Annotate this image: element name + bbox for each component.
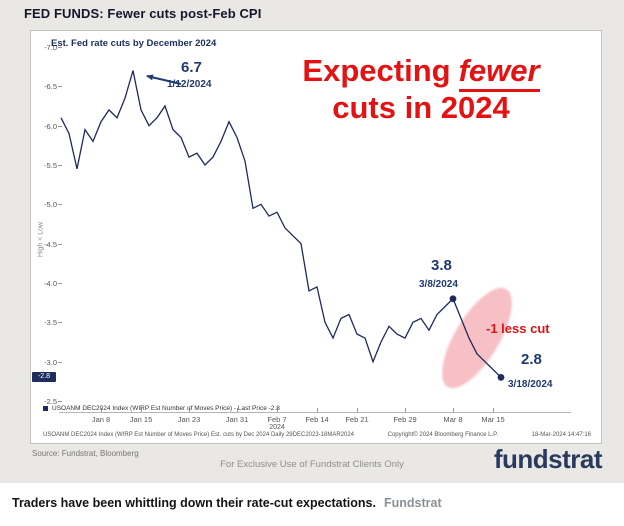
x-tick-label: Feb 7 (267, 415, 287, 424)
x-tick-label: Jan 23 (177, 415, 201, 424)
headline-line2: cuts in 2024 (332, 89, 510, 125)
x-axis-year-label: 2024 (269, 424, 285, 431)
fineprint-timestamp: 18-Mar-2024 14:47:16 (531, 432, 591, 438)
y-tick-label: -5.0 (44, 200, 57, 210)
footer-bar: Traders have been whittling down their r… (0, 483, 624, 526)
x-tick-label: Jan 8 (91, 415, 111, 424)
source-note: Source: Fundstrat, Bloomberg (32, 449, 139, 458)
x-tick-label: Feb 29 (393, 415, 417, 424)
fineprint-ticker: USOANM DEC2024 Index (WIRP Est Number of… (43, 432, 355, 438)
x-tick-mark (141, 408, 142, 412)
legend-swatch (43, 406, 48, 411)
fundstrat-logo: fundstrat (493, 444, 603, 474)
legend-label: USOANM DEC2024 Index (WIRP Est Number of… (52, 405, 280, 412)
x-tick-mark (453, 408, 454, 412)
peak-date-annotation: 1/12/2024 (167, 79, 212, 90)
less-cut-annotation: -1 less cut (486, 321, 550, 336)
y-tick-mark (58, 47, 62, 48)
mar8-value-annotation: 3.8 (431, 257, 452, 274)
headline-red-text: Expecting fewer cuts in 2024 (256, 53, 586, 126)
last-price-axis-box: -2.8 (32, 372, 56, 383)
x-tick-label: Mar 8 (443, 415, 463, 424)
y-tick-label: -7.0 (44, 43, 57, 52)
y-tick-label: -5.5 (44, 161, 57, 170)
x-tick-mark (237, 408, 238, 412)
mar8-date-annotation: 3/8/2024 (419, 279, 458, 290)
peak-value-annotation: 6.7 (181, 59, 202, 76)
x-tick-mark (317, 408, 318, 412)
last-value-annotation: 2.8 (521, 351, 542, 368)
y-tick-label: -3.0 (44, 357, 57, 367)
peak-annotation-arrow (146, 74, 182, 85)
y-tick-mark (58, 361, 62, 363)
x-axis: Jan 8 Jan 15 Jan 23 Jan 31 Feb 7 Feb 14 Feb 21… (31, 31, 603, 445)
x-tick-label: Jan 31 (225, 415, 249, 424)
y-tick-mark (58, 86, 62, 88)
y-tick-label: -4.5 (44, 239, 57, 249)
x-tick-mark (405, 408, 406, 412)
x-tick-label: Mar 15 (481, 415, 505, 424)
chart-legend: USOANM DEC2024 Index (WIRP Est Number of… (43, 405, 280, 412)
headline-line1: Expecting fewer (256, 53, 586, 92)
y-tick-label: -6.0 (44, 121, 57, 131)
x-tick-mark (277, 408, 278, 412)
footer-caption-text: Traders have been whittling down their r… (12, 496, 376, 510)
highlight-dot (449, 295, 457, 303)
x-tick-label: Feb 14 (305, 415, 329, 424)
y-tick-mark (58, 322, 62, 324)
y-tick-mark (58, 165, 62, 166)
y-tick-mark (58, 283, 62, 284)
y-axis: -7.0 -6.5 -6.0 -5.5 -5.0 -4.5 -4.0 -3.5 -3.0 -2.5 (31, 31, 603, 445)
y-tick-label: -3.5 (44, 318, 57, 328)
x-tick-label: Feb 21 (345, 415, 369, 424)
exclusive-use-note: For Exclusive Use of Fundstrat Clients O… (220, 459, 404, 470)
chart-inner-title: Est. Fed rate cuts by December 2024 (51, 38, 217, 49)
footer-caption: Traders have been whittling down their r… (12, 496, 442, 510)
highlight-dots (449, 295, 505, 381)
page-title: FED FUNDS: Fewer cuts post-Feb CPI (24, 6, 262, 21)
fed-cuts-line (60, 70, 502, 378)
y-tick-mark (58, 243, 62, 245)
y-tick-label: -4.0 (44, 279, 57, 288)
y-tick-label: -2.5 (44, 397, 57, 406)
headline-line1-pre: Expecting (302, 53, 451, 88)
bloomberg-fineprint: USOANM DEC2024 Index (WIRP Est Number of… (43, 432, 591, 438)
y-tick-mark (58, 204, 62, 206)
x-tick-mark (493, 408, 494, 412)
footer-brand: Fundstrat (383, 496, 442, 510)
y-tick-mark (58, 125, 62, 127)
y-axis-title: High < Low (37, 221, 45, 258)
y-tick-label: -6.5 (44, 82, 57, 92)
x-tick-mark (357, 408, 358, 412)
highlight-dot (497, 374, 505, 381)
x-tick-mark (189, 408, 190, 412)
fineprint-copyright: Copyright© 2024 Bloomberg Finance L.P. (387, 432, 499, 438)
x-tick-label: Jan 15 (129, 415, 153, 424)
y-tick-mark (58, 401, 62, 402)
last-date-annotation: 3/18/2024 (508, 379, 553, 390)
headline-line1-emphasis: fewer (458, 53, 540, 92)
x-tick-mark (101, 408, 102, 412)
chart-panel: -7.0 -6.5 -6.0 -5.5 -5.0 -4.5 -4.0 -3.5 -3.0 -2.5… (30, 30, 602, 444)
x-axis-baseline (59, 412, 571, 413)
fed-cuts-chart (60, 70, 505, 381)
